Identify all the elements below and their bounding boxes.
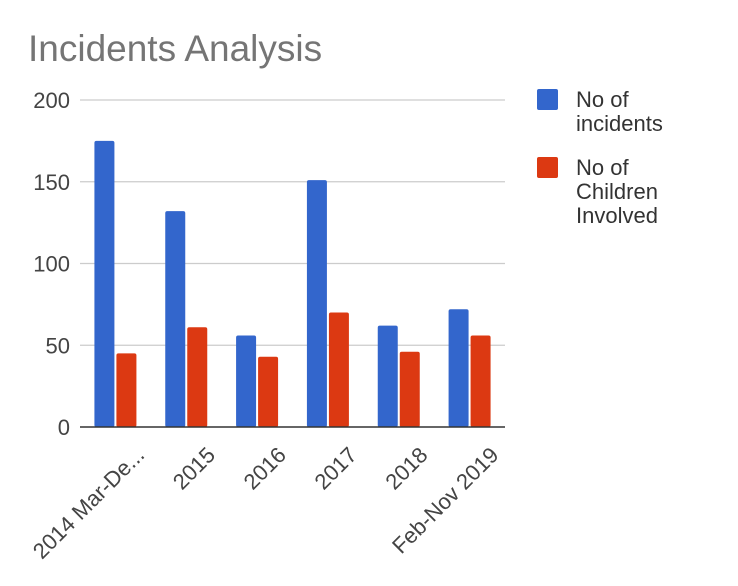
legend-label-series2-line3: Involved xyxy=(576,203,658,228)
bar-series1-1 xyxy=(165,211,186,427)
bar-series1-0 xyxy=(94,140,115,427)
bar-series2-2 xyxy=(258,356,279,427)
bar-series1-4 xyxy=(377,325,398,427)
legend-swatch-series2 xyxy=(537,157,558,178)
bar-series2-3 xyxy=(328,312,349,427)
y-tick-label-0: 0 xyxy=(58,415,70,440)
grid-layer xyxy=(80,99,505,346)
legend-label-series2-line2: Children xyxy=(576,179,658,204)
bar-series2-0 xyxy=(116,353,137,427)
bar-series1-2 xyxy=(236,335,257,427)
x-tick-label-3: 2017 xyxy=(309,442,361,494)
bar-series2-4 xyxy=(399,351,420,427)
y-tick-label-150: 150 xyxy=(33,170,70,195)
legend-label-series1-line2: incidents xyxy=(576,111,663,136)
y-axis: 0 50 100 150 200 xyxy=(33,88,70,440)
bar-series2-5 xyxy=(470,335,491,427)
y-tick-label-100: 100 xyxy=(33,252,70,277)
x-tick-label-1: 2015 xyxy=(168,442,220,494)
y-tick-label-50: 50 xyxy=(46,333,70,358)
bars xyxy=(80,140,505,428)
legend-label-series1-line1: No of xyxy=(576,87,629,112)
x-tick-label-2: 2016 xyxy=(239,442,291,494)
bar-series1-5 xyxy=(448,309,469,427)
x-tick-label-4: 2018 xyxy=(380,442,432,494)
chart-title: Incidents Analysis xyxy=(28,28,322,69)
legend-label-series2-line1: No of xyxy=(576,155,629,180)
bar-series1-3 xyxy=(306,180,327,427)
bar-series2-1 xyxy=(187,327,208,427)
legend-swatch-series1 xyxy=(537,89,558,110)
x-tick-label-0: 2014 Mar-De... xyxy=(28,442,149,563)
y-tick-label-200: 200 xyxy=(33,88,70,113)
